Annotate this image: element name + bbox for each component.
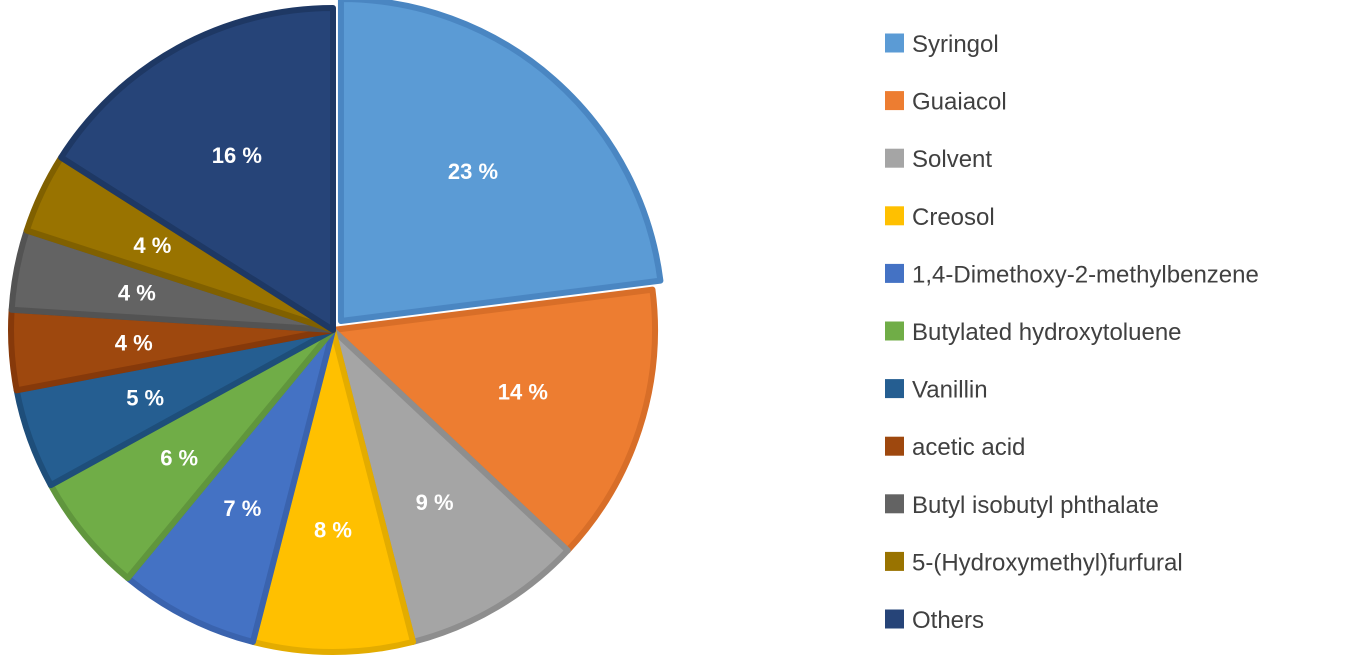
legend: Syringol Guaiacol Solvent Creosol 1,4-Dimeth…: [885, 31, 1259, 634]
data-label-creosol: 8 %: [314, 518, 352, 543]
data-label-others: 16 %: [212, 143, 262, 168]
legend-swatch-creosol: [885, 206, 904, 226]
legend-label-butyl-isobutyl-phthalate: Butyl isobutyl phthalate: [912, 492, 1159, 519]
legend-swatch-syringol: [885, 33, 904, 53]
legend-swatch-guaiacol: [885, 91, 904, 111]
data-label-acetic-acid: 4 %: [115, 331, 153, 356]
legend-swatch-5-hydroxymethyl-furfural: [885, 551, 904, 571]
pie-slice-guaiacol: [330, 286, 658, 554]
data-label-1-4-dimethoxy-2-methylbenzene: 7 %: [223, 496, 261, 521]
legend-swatch-1-4-dimethoxy-2-methylbenzene: [885, 263, 904, 283]
legend-label-butylated-hydroxytoluene: Butylated hydroxytoluene: [912, 319, 1182, 346]
pie-slice-1-4-dimethoxy-2-methylbenzene: [124, 327, 336, 645]
legend-swatch-acetic-acid: [885, 436, 904, 456]
legend-label-1-4-dimethoxy-2-methylbenzene: 1,4-Dimethoxy-2-methylbenzene: [912, 261, 1259, 288]
data-label-butyl-isobutyl-phthalate: 4 %: [118, 281, 156, 306]
data-label-butylated-hydroxytoluene: 6 %: [160, 445, 198, 470]
legend-swatch-others: [885, 609, 904, 629]
pie-slice-syringol: [337, 0, 664, 324]
legend-label-solvent: Solvent: [912, 146, 992, 173]
data-label-solvent: 9 %: [416, 490, 454, 515]
legend-label-vanillin: Vanillin: [912, 377, 988, 404]
legend-label-5-hydroxymethyl-furfural: 5-(Hydroxymethyl)furfural: [912, 549, 1183, 576]
legend-label-syringol: Syringol: [912, 31, 999, 58]
pie-slices: [8, 0, 664, 655]
legend-label-acetic-acid: acetic acid: [912, 434, 1025, 461]
pie-data-labels: 23 % 14 % 9 % 8 % 7 % 6 % 5 % 4 % 4 % 4 % 16 %: [115, 143, 548, 543]
data-label-guaiacol: 14 %: [498, 380, 548, 405]
pie-slice-solvent: [330, 327, 571, 645]
legend-swatch-butylated-hydroxytoluene: [885, 321, 904, 341]
legend-swatch-solvent: [885, 148, 904, 168]
data-label-vanillin: 5 %: [126, 386, 164, 411]
data-label-syringol: 23 %: [448, 159, 498, 184]
data-label-5-hydroxymethyl-furfural: 4 %: [133, 233, 171, 258]
pie-slice-creosol: [249, 327, 417, 655]
legend-swatch-vanillin: [885, 379, 904, 399]
legend-label-guaiacol: Guaiacol: [912, 89, 1007, 116]
pie-slice-others: [58, 5, 336, 333]
legend-label-creosol: Creosol: [912, 204, 995, 231]
legend-label-others: Others: [912, 607, 984, 634]
legend-swatch-butyl-isobutyl-phthalate: [885, 494, 904, 514]
